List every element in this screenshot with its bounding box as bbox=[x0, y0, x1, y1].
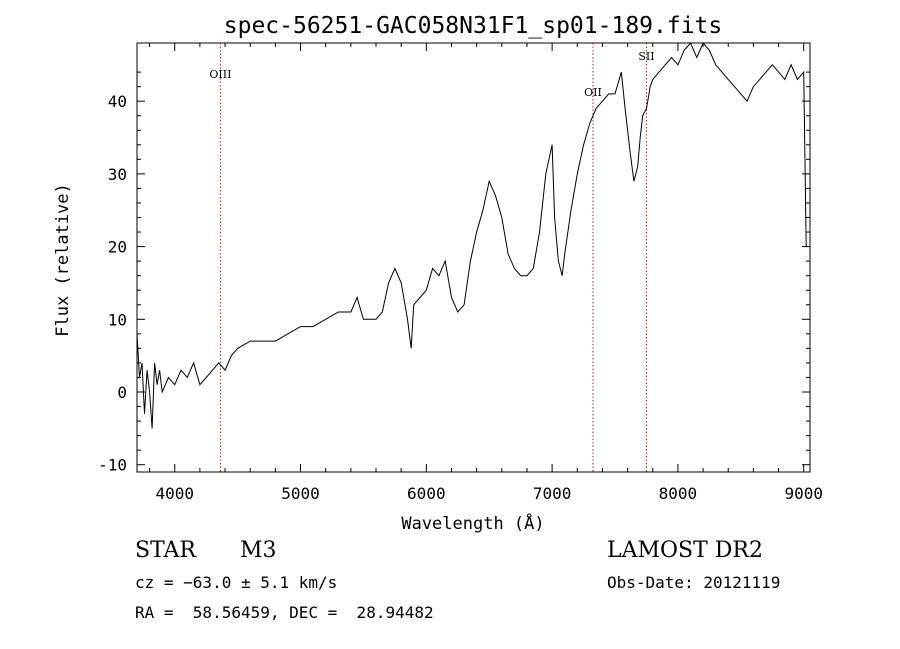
flux-series-line bbox=[136, 42, 807, 429]
y-tick-label: 0 bbox=[117, 383, 127, 402]
y-axis-label: Flux (relative) bbox=[53, 183, 73, 337]
y-tick-label: 10 bbox=[108, 310, 127, 329]
x-tick-label: 4000 bbox=[155, 484, 194, 503]
plot-frame bbox=[136, 42, 811, 473]
y-tick-label: 40 bbox=[108, 92, 127, 111]
axis-ticks: 4000 5000 6000 7000 8000 9000 -10 0 10 20 30 40 bbox=[98, 43, 823, 503]
object-subclass: M3 bbox=[240, 538, 277, 563]
object-type: STAR bbox=[135, 538, 196, 563]
emission-lines: OIII OII SII bbox=[209, 43, 655, 472]
x-tick-label: 5000 bbox=[281, 484, 320, 503]
x-tick-label: 8000 bbox=[659, 484, 698, 503]
x-tick-label: 7000 bbox=[533, 484, 572, 503]
survey-name: LAMOST DR2 bbox=[607, 538, 763, 563]
radial-velocity: cz = −63.0 ± 5.1 km/s bbox=[135, 573, 338, 592]
x-tick-label: 9000 bbox=[784, 484, 823, 503]
x-tick-label: 6000 bbox=[407, 484, 446, 503]
y-tick-label: 30 bbox=[108, 165, 127, 184]
chart-title: spec-56251-GAC058N31F1_sp01-189.fits bbox=[224, 13, 723, 39]
emission-line-label: OII bbox=[584, 86, 602, 99]
x-axis-label: Wavelength (Å) bbox=[401, 512, 544, 534]
y-tick-label: 20 bbox=[108, 238, 127, 257]
emission-line-label: OIII bbox=[209, 68, 231, 81]
coordinates: RA = 58.56459, DEC = 28.94482 bbox=[135, 603, 434, 622]
y-tick-label: -10 bbox=[98, 456, 127, 475]
emission-line-label: SII bbox=[638, 50, 654, 63]
observation-date: Obs-Date: 20121119 bbox=[607, 573, 781, 592]
